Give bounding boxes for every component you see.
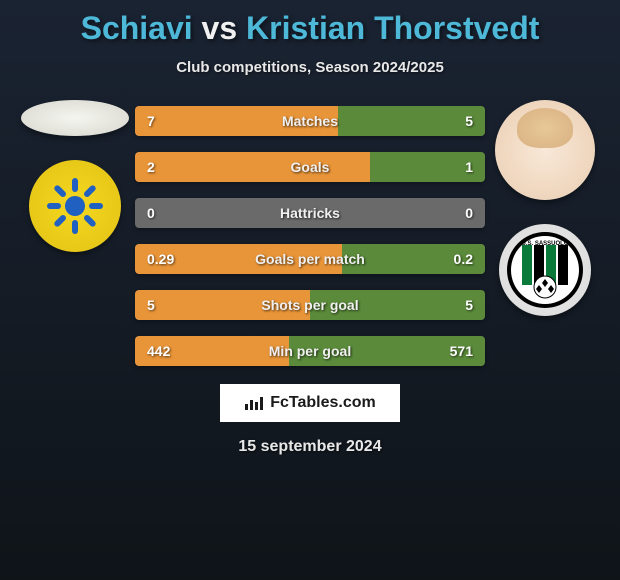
attribution-text: FcTables.com bbox=[270, 394, 376, 412]
player1-avatar bbox=[21, 100, 129, 136]
stat-label: Goals per match bbox=[135, 251, 485, 267]
stat-row-goals: 2Goals1 bbox=[135, 152, 485, 182]
stat-label: Hattricks bbox=[135, 205, 485, 221]
title-player1: Schiavi bbox=[81, 10, 193, 46]
stats-column: 7Matches5 2Goals1 0Hattricks0 0.29Goals per… bbox=[135, 100, 485, 366]
stat-row-shots-per-goal: 5Shots per goal5 bbox=[135, 290, 485, 320]
main-row: 7Matches5 2Goals1 0Hattricks0 0.29Goals per… bbox=[0, 100, 620, 366]
stat-row-matches: 7Matches5 bbox=[135, 106, 485, 136]
title-vs: vs bbox=[202, 10, 238, 46]
stat-value-right: 0.2 bbox=[454, 251, 473, 267]
stat-value-right: 1 bbox=[465, 159, 473, 175]
player1-club-badge bbox=[29, 160, 121, 252]
subtitle: Club competitions, Season 2024/2025 bbox=[176, 59, 444, 76]
player2-avatar bbox=[495, 100, 595, 200]
stat-row-min-per-goal: 442Min per goal571 bbox=[135, 336, 485, 366]
svg-text:U.S. SASSUOLO: U.S. SASSUOLO bbox=[521, 241, 568, 247]
attribution-badge: FcTables.com bbox=[220, 384, 400, 422]
stat-label: Matches bbox=[135, 113, 485, 129]
stat-value-right: 0 bbox=[465, 205, 473, 221]
stat-value-right: 5 bbox=[465, 113, 473, 129]
title-player2: Kristian Thorstvedt bbox=[246, 10, 539, 46]
stat-value-right: 571 bbox=[450, 343, 473, 359]
chart-icon bbox=[244, 395, 264, 411]
stat-row-hattricks: 0Hattricks0 bbox=[135, 198, 485, 228]
right-column: U.S. SASSUOLO bbox=[485, 100, 605, 316]
stat-label: Min per goal bbox=[135, 343, 485, 359]
carrarese-wheel-icon bbox=[45, 176, 105, 236]
sassuolo-crest-icon: U.S. SASSUOLO bbox=[506, 231, 584, 309]
stat-row-goals-per-match: 0.29Goals per match0.2 bbox=[135, 244, 485, 274]
stat-value-right: 5 bbox=[465, 297, 473, 313]
stat-label: Shots per goal bbox=[135, 297, 485, 313]
left-column bbox=[15, 100, 135, 252]
comparison-card: Schiavi vs Kristian Thorstvedt Club comp… bbox=[0, 0, 620, 456]
player2-club-badge: U.S. SASSUOLO bbox=[499, 224, 591, 316]
stat-label: Goals bbox=[135, 159, 485, 175]
page-title: Schiavi vs Kristian Thorstvedt bbox=[81, 10, 540, 47]
date-text: 15 september 2024 bbox=[238, 438, 381, 456]
